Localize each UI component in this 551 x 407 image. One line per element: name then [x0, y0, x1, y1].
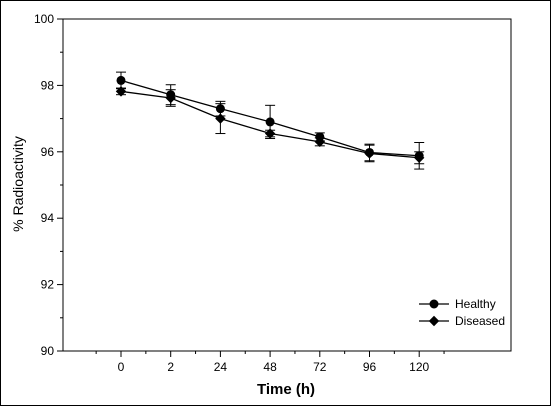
legend-marker [428, 315, 440, 327]
data-point [265, 117, 275, 127]
data-point [116, 75, 126, 85]
axes [57, 18, 512, 357]
legend-marker [429, 299, 439, 309]
legend-item-diseased: Diseased [419, 314, 505, 328]
y-tick-labels: 90 92 94 96 98 100 [34, 12, 54, 358]
legend: Healthy Diseased [419, 297, 505, 328]
legend-label: Healthy [455, 297, 496, 311]
x-tick-label: 24 [214, 360, 228, 374]
y-tick-label: 92 [41, 278, 55, 292]
x-tick-label: 96 [363, 360, 377, 374]
series-layer [115, 71, 425, 170]
y-tick-label: 100 [34, 12, 54, 26]
y-tick-label: 96 [41, 145, 55, 159]
series-diseased [115, 86, 425, 165]
data-point [414, 152, 425, 163]
x-tick-label: 2 [167, 360, 174, 374]
data-point [364, 148, 375, 159]
data-point [314, 136, 325, 148]
y-tick-label: 90 [41, 344, 55, 358]
plot-area-border [62, 18, 512, 352]
x-tick-labels: 0 2 24 48 72 96 120 [118, 360, 430, 374]
y-tick-label: 94 [41, 211, 55, 225]
data-point [215, 113, 226, 124]
data-point [115, 86, 127, 97]
x-tick-label: 48 [263, 360, 277, 374]
legend-label: Diseased [455, 314, 505, 328]
legend-item-healthy: Healthy [419, 297, 496, 311]
y-axis-title: % Radioactivity [10, 136, 26, 232]
data-point [264, 128, 276, 139]
x-tick-label: 72 [313, 360, 327, 374]
x-tick-label: 0 [118, 360, 125, 374]
x-axis-title: Time (h) [257, 381, 315, 398]
x-tick-label: 120 [409, 360, 429, 374]
y-tick-label: 98 [41, 78, 55, 92]
data-point [165, 92, 176, 104]
